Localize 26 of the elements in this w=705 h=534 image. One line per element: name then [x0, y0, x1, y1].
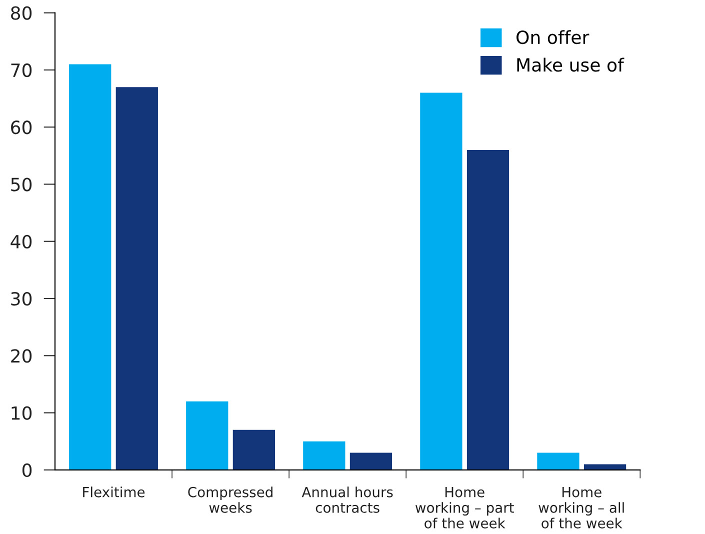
x-tick-label: Flexitime	[83, 486, 145, 498]
x-tick-label: Annual hours contracts	[302, 486, 393, 513]
y-tick-label: 70	[11, 63, 32, 78]
bar	[420, 92, 462, 470]
bar	[584, 464, 626, 470]
bar	[232, 430, 276, 470]
x-tick-label: Home working – all of the week	[538, 487, 624, 528]
bar	[303, 441, 346, 470]
x-tick-label: Home working – part of the week	[416, 487, 514, 528]
x-tick-label: Compressed weeks	[188, 486, 272, 513]
y-tick-label: 80	[11, 6, 32, 20]
y-tick-label: 40	[10, 234, 32, 248]
bar	[116, 87, 158, 470]
bar	[466, 150, 510, 470]
y-tick-label: 50	[11, 178, 32, 192]
bar	[69, 64, 112, 470]
y-tick-label: 20	[11, 349, 32, 363]
legend-label: On offer	[516, 30, 590, 44]
y-tick-label: 30	[11, 292, 32, 306]
y-tick-label: 60	[11, 120, 32, 134]
bar	[186, 401, 228, 470]
y-tick-label: 10	[12, 406, 32, 420]
legend-label: Make use of	[517, 58, 624, 72]
bar	[350, 452, 392, 470]
y-tick-label: 0	[22, 463, 32, 478]
bar	[537, 452, 580, 470]
